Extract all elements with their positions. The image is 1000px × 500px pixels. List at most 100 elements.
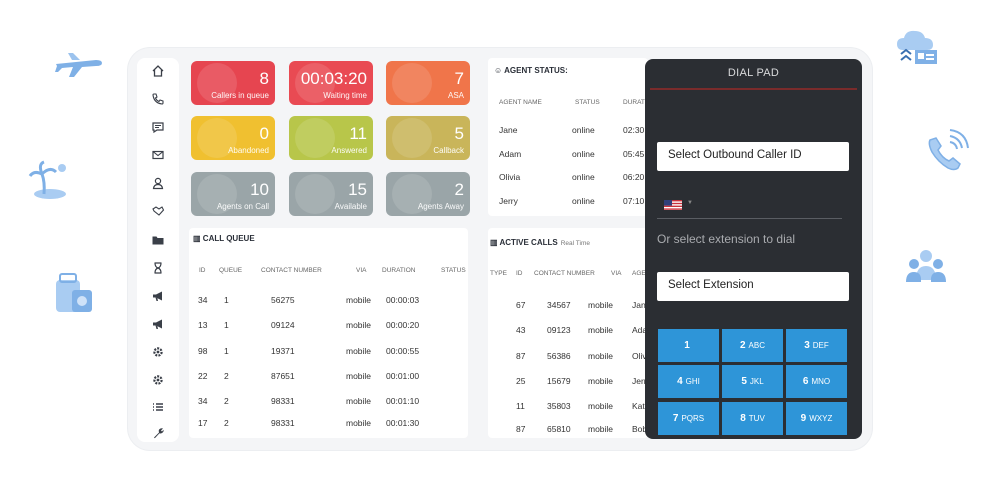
cell-via: mobile	[346, 371, 372, 381]
chat-icon[interactable]	[151, 120, 165, 134]
gear-icon[interactable]	[151, 373, 165, 387]
stat-label: Callback	[433, 146, 464, 155]
outbound-caller-id-select[interactable]: Select Outbound Caller ID	[657, 142, 849, 171]
cell-via: mobile	[588, 325, 614, 335]
gear-icon[interactable]	[151, 345, 165, 359]
dial-key-8[interactable]: 8 TUV	[722, 402, 783, 435]
active-calls-subtitle: Real Time	[560, 240, 590, 247]
cell-queue: 2	[224, 418, 229, 428]
stat-tile-callers-in-queue[interactable]: 8 Callers in queue	[191, 61, 275, 105]
cell-via: mobile	[588, 424, 614, 434]
extension-select[interactable]: Select Extension	[657, 272, 849, 301]
cell-duration: 00:01:00	[386, 371, 420, 381]
col-header-duration: DURATION	[623, 99, 657, 106]
megaphone-icon[interactable]	[151, 317, 165, 331]
cell-id: 67	[516, 300, 526, 310]
dial-key-7[interactable]: 7 PQRS	[658, 402, 719, 435]
dial-key-1[interactable]: 1	[658, 329, 719, 362]
dial-key-5[interactable]: 5 JKL	[722, 365, 783, 398]
agent-status-title: ☺ AGENT STATUS:	[494, 66, 568, 75]
wrench-icon[interactable]	[151, 426, 165, 440]
cell-contact-number: 09123	[547, 325, 571, 335]
dial-key-digit: 4	[677, 376, 683, 387]
list-icon[interactable]	[151, 400, 165, 414]
stat-value: 8	[259, 69, 269, 88]
stat-tile-agents-on-call[interactable]: 10 Agents on Call	[191, 172, 275, 216]
list-icon: ▥	[193, 234, 201, 243]
col-header-contact-number: CONTACT NUMBER	[261, 267, 322, 274]
col-header-via: VIA	[356, 267, 367, 274]
stat-value: 0	[259, 124, 269, 143]
tile-watermark	[392, 118, 432, 158]
col-header-queue: QUEUE	[219, 267, 243, 274]
dial-key-9[interactable]: 9 WXYZ	[786, 402, 847, 435]
dial-pad-divider	[650, 88, 857, 90]
dial-key-4[interactable]: 4 GHI	[658, 365, 719, 398]
stat-tile-callback[interactable]: 5 Callback	[386, 116, 470, 160]
hourglass-icon[interactable]	[151, 261, 165, 275]
cell-agent: Adam	[632, 325, 655, 335]
cell-duration: 00:00:20	[386, 320, 420, 330]
tile-watermark	[197, 63, 237, 103]
call-queue-title: ▥ CALL QUEUE	[193, 234, 255, 243]
mail-icon[interactable]	[151, 148, 165, 162]
dial-key-digit: 3	[804, 340, 810, 351]
cell-contact-number: 15679	[547, 376, 571, 386]
dial-key-letters: WXYZ	[809, 414, 833, 423]
chevron-down-icon[interactable]: ▼	[687, 200, 693, 206]
cell-status: online	[572, 172, 595, 182]
dial-key-digit: 1	[684, 340, 690, 351]
home-icon[interactable]	[151, 64, 165, 78]
dial-key-6[interactable]: 6 MNO	[786, 365, 847, 398]
stat-tile-waiting-time[interactable]: 00:03:20 Waiting time	[289, 61, 373, 105]
stat-tile-abandoned[interactable]: 0 Abandoned	[191, 116, 275, 160]
cell-id: 34	[198, 295, 208, 305]
col-header-status: STATUS	[575, 99, 600, 106]
cell-via: mobile	[588, 401, 614, 411]
cell-id: 13	[198, 320, 208, 330]
cell-queue: 1	[224, 346, 229, 356]
cell-queue: 2	[224, 396, 229, 406]
cell-queue: 1	[224, 295, 229, 305]
us-flag-icon[interactable]	[664, 200, 682, 210]
cell-id: 25	[516, 376, 526, 386]
stat-label: Abandoned	[228, 146, 269, 155]
col-header-contact-number: CONTACT NUMBER	[534, 270, 595, 277]
cell-id: 11	[516, 401, 525, 411]
dial-key-3[interactable]: 3 DEF	[786, 329, 847, 362]
cell-via: mobile	[346, 418, 372, 428]
cell-duration: 00:01:30	[386, 418, 420, 428]
cell-id: 43	[516, 325, 526, 335]
cell-status: online	[572, 196, 595, 206]
stat-value: 10	[250, 180, 269, 199]
folder-icon[interactable]	[151, 233, 165, 247]
phone-input-underline	[657, 218, 842, 219]
col-header-id: ID	[516, 270, 523, 277]
dial-key-digit: 6	[802, 376, 809, 387]
stat-label: ASA	[447, 91, 464, 100]
phone-icon[interactable]	[151, 92, 165, 106]
stat-tile-agents-away[interactable]: 2 Agents Away	[386, 172, 470, 216]
col-header-agent: AGENT	[632, 270, 655, 277]
cell-duration: 00:00:03	[386, 295, 420, 305]
stat-label: Agents Away	[417, 202, 464, 211]
cell-contact-number: 19371	[271, 346, 295, 356]
cell-contact-number: 56275	[271, 295, 295, 305]
stat-tile-asa[interactable]: 7 ASA	[386, 61, 470, 105]
handshake-icon[interactable]	[151, 204, 165, 218]
stat-tile-available[interactable]: 15 Available	[289, 172, 373, 216]
cell-id: 87	[516, 351, 526, 361]
cell-contact-number: 65810	[547, 424, 571, 434]
cell-agent: Jerry	[632, 376, 651, 386]
cell-via: mobile	[346, 320, 372, 330]
agent-status-title-text: AGENT STATUS:	[504, 66, 568, 75]
phone-ringing-icon	[922, 128, 970, 176]
cell-agent: Kate	[632, 401, 650, 411]
cell-via: mobile	[588, 376, 614, 386]
cell-duration: 05:45	[623, 149, 645, 159]
stat-tile-answered[interactable]: 11 Answered	[289, 116, 373, 160]
megaphone-icon[interactable]	[151, 289, 165, 303]
user-icon[interactable]	[151, 176, 165, 190]
dial-key-2[interactable]: 2 ABC	[722, 329, 783, 362]
cell-contact-number: 98331	[271, 418, 295, 428]
